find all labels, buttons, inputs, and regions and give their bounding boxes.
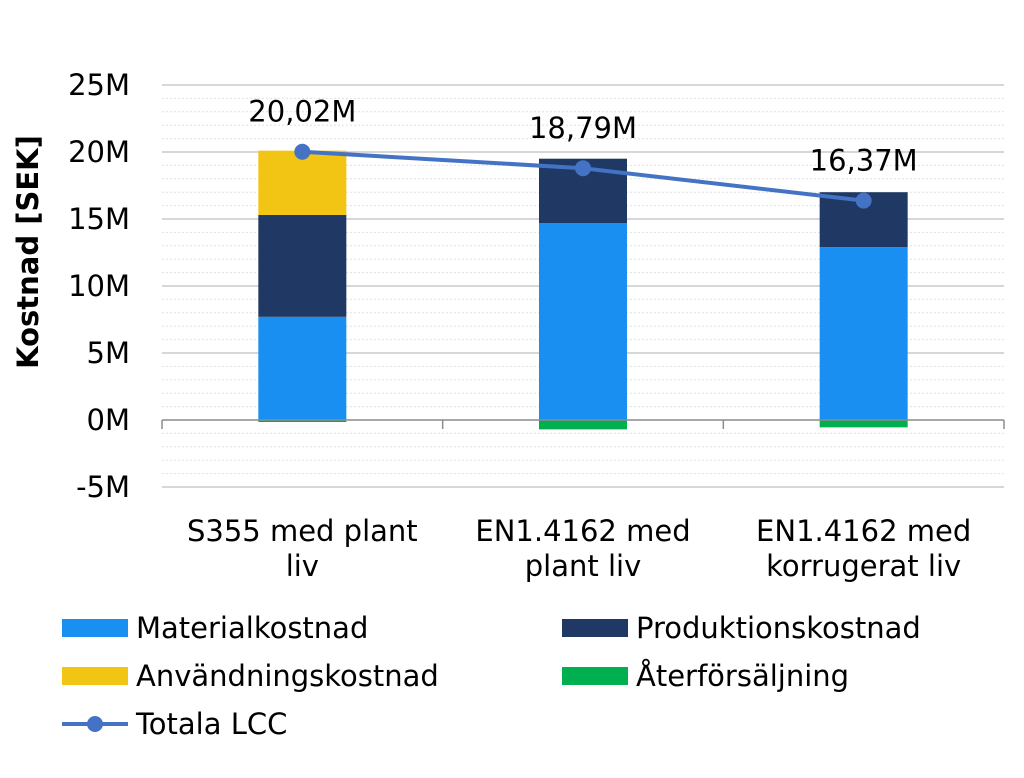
bar-materialkostnad-0 bbox=[258, 316, 347, 420]
data-label-1: 18,79M bbox=[529, 111, 637, 145]
bar-återförsäljning-2 bbox=[819, 420, 908, 428]
legend: Materialkostnad Produktionskostnad Användn… bbox=[62, 611, 921, 741]
y-tick-label: 20M bbox=[68, 135, 130, 169]
x-axis bbox=[161, 419, 1005, 429]
total-lcc-point-1 bbox=[575, 160, 591, 177]
legend-label-total: Totala LCC bbox=[135, 707, 287, 741]
category-label-2: EN1.4162 med bbox=[756, 514, 971, 548]
y-axis-title: Kostnad [SEK] bbox=[11, 135, 45, 369]
y-tick-label: -5M bbox=[76, 470, 130, 504]
category-label-0: S355 med plant bbox=[187, 514, 418, 548]
bar-produktionskostnad-0 bbox=[258, 214, 347, 317]
category-label-1: EN1.4162 med bbox=[475, 514, 690, 548]
legend-line-marker bbox=[87, 716, 103, 732]
category-label-2: korrugerat liv bbox=[766, 549, 961, 583]
y-axis-ticks: -5M 0M 5M 10M 15M 20M 25M bbox=[68, 68, 130, 504]
data-labels: 20,02M 18,79M 16,37M bbox=[248, 95, 917, 178]
total-lcc-line bbox=[294, 143, 872, 209]
legend-swatch-2 bbox=[62, 667, 128, 685]
data-label-2: 16,37M bbox=[810, 144, 918, 178]
y-tick-label: 25M bbox=[68, 68, 130, 102]
legend-label-1: Produktionskostnad bbox=[636, 611, 921, 645]
y-tick-label: 10M bbox=[68, 269, 130, 303]
y-tick-label: 0M bbox=[87, 403, 130, 437]
bar-materialkostnad-1 bbox=[539, 223, 627, 420]
legend-label-2: Användningskostnad bbox=[136, 659, 439, 693]
legend-label-0: Materialkostnad bbox=[136, 611, 368, 645]
legend-swatch-0 bbox=[62, 619, 128, 637]
bar-användningskostnad-0 bbox=[258, 150, 347, 215]
bar-återförsäljning-1 bbox=[539, 420, 627, 430]
category-label-0: liv bbox=[286, 549, 319, 583]
legend-swatch-1 bbox=[562, 619, 628, 637]
total-lcc-point-2 bbox=[855, 192, 872, 209]
bar-materialkostnad-2 bbox=[819, 247, 908, 420]
y-tick-label: 5M bbox=[87, 336, 130, 370]
data-label-0: 20,02M bbox=[248, 95, 356, 129]
y-tick-label: 15M bbox=[68, 202, 130, 236]
category-label-1: plant liv bbox=[525, 549, 641, 583]
legend-swatch-3 bbox=[562, 667, 628, 685]
bar-återförsäljning-0 bbox=[258, 420, 347, 423]
bars bbox=[258, 150, 908, 430]
total-lcc-point-0 bbox=[294, 143, 311, 160]
legend-label-3: Återförsäljning bbox=[636, 659, 849, 693]
